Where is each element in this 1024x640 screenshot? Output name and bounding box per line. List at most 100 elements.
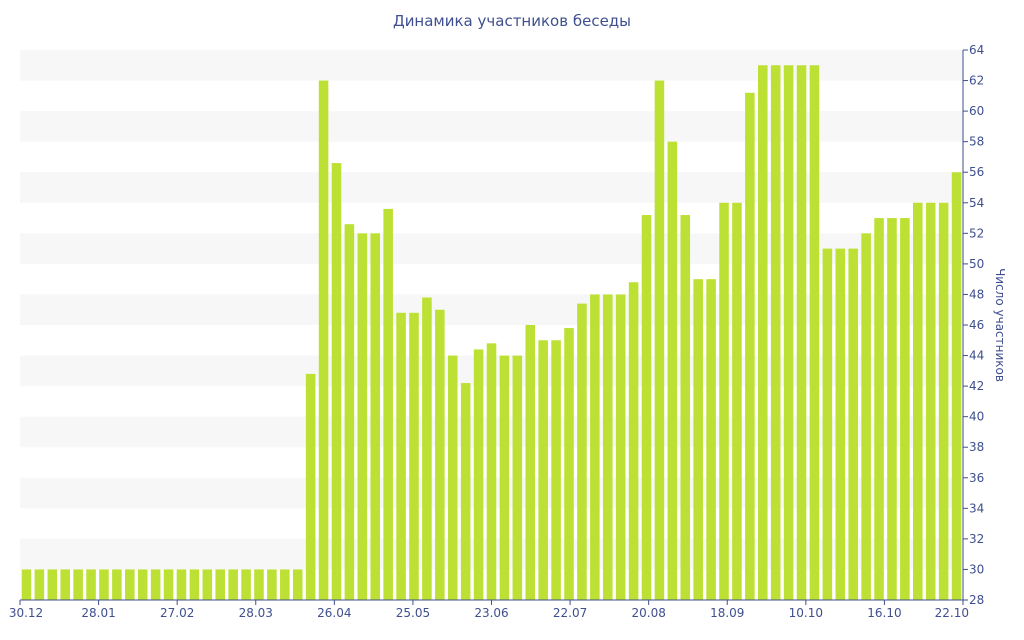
bar	[499, 355, 510, 600]
y-tick-label: 64	[969, 43, 984, 57]
bar	[318, 80, 329, 601]
y-tick-label: 52	[969, 226, 984, 240]
bar	[900, 218, 910, 601]
bar	[163, 569, 174, 600]
bar	[757, 65, 768, 601]
bar	[460, 383, 471, 600]
bar	[874, 218, 884, 601]
x-tick-label: 18.09	[710, 606, 744, 620]
bar	[241, 569, 251, 600]
bar	[202, 569, 213, 600]
y-axis-label: Число участников	[993, 268, 1007, 382]
bar	[719, 202, 729, 600]
bar	[925, 202, 936, 600]
bars	[21, 65, 962, 601]
y-tick-label: 28	[969, 593, 984, 607]
bar	[176, 569, 187, 600]
bar	[538, 340, 548, 600]
bar	[577, 303, 587, 600]
bar	[396, 312, 406, 600]
bar	[150, 569, 161, 600]
y-tick-label: 32	[969, 532, 984, 546]
bar	[615, 294, 626, 600]
grid-band	[20, 233, 963, 264]
bar	[34, 569, 45, 600]
x-tick-label: 10.10	[789, 606, 823, 620]
bar	[86, 569, 96, 600]
y-tick-label: 56	[969, 165, 984, 179]
bar	[525, 325, 536, 600]
bar	[628, 282, 639, 600]
x-tick-label: 16.10	[867, 606, 901, 620]
x-tick-label: 30.12	[9, 606, 43, 620]
bar	[292, 569, 303, 600]
bar	[938, 202, 949, 600]
x-tick-label: 23.06	[474, 606, 508, 620]
y-tick-label: 58	[969, 135, 984, 149]
y-tick-label: 34	[969, 501, 984, 515]
bar	[344, 224, 355, 600]
bar	[125, 569, 135, 600]
bar	[215, 569, 226, 600]
x-tick-label: 28.03	[239, 606, 273, 620]
bar	[47, 569, 58, 600]
x-tick-label: 27.02	[160, 606, 194, 620]
bar	[357, 233, 368, 601]
bar	[822, 248, 833, 600]
bar	[667, 141, 678, 600]
bar	[435, 309, 445, 600]
bar	[654, 80, 665, 601]
bar	[887, 218, 897, 601]
bar	[447, 355, 458, 600]
y-tick-label: 38	[969, 440, 984, 454]
y-tick-label: 40	[969, 410, 984, 424]
y-tick-label: 42	[969, 379, 984, 393]
bar	[99, 569, 109, 600]
bar	[809, 65, 820, 601]
bar	[486, 343, 497, 600]
bar	[783, 65, 794, 601]
bar	[112, 569, 122, 600]
y-tick-label: 30	[969, 562, 984, 576]
bar	[280, 569, 290, 600]
grid-band	[20, 294, 963, 325]
bar	[770, 65, 781, 601]
bar	[861, 233, 871, 601]
bar	[641, 215, 652, 600]
chart-title: Динамика участников беседы	[392, 12, 632, 30]
grid-band	[20, 172, 963, 203]
bar	[383, 208, 393, 600]
x-tick-label: 20.08	[631, 606, 665, 620]
bar	[693, 279, 703, 600]
x-tick-label: 25.05	[396, 606, 430, 620]
x-tick-label: 28.01	[81, 606, 115, 620]
y-tick-label: 60	[969, 104, 984, 118]
bar	[305, 373, 316, 600]
y-tick-label: 48	[969, 287, 984, 301]
bar	[73, 569, 83, 600]
bar	[512, 355, 523, 600]
bar	[913, 202, 923, 600]
bar	[331, 163, 342, 601]
x-axis: 30.12 28.01 27.02 28.03 26.04 25.05 23.06 22.07…	[9, 599, 969, 620]
grid-band	[20, 111, 963, 142]
y-tick-label: 44	[969, 349, 984, 363]
bar	[796, 65, 807, 601]
y-tick-label: 46	[969, 318, 984, 332]
y-axis: 28 30 32 34 36 38 40 42 44 46 48 50 52 54 56 58 60 62 64	[962, 43, 984, 607]
bar	[680, 215, 691, 600]
bar	[951, 172, 962, 600]
y-tick-label: 50	[969, 257, 984, 271]
bar	[590, 294, 600, 600]
x-tick-label: 22.07	[553, 606, 587, 620]
bar	[732, 202, 742, 600]
bar	[137, 569, 148, 600]
bar	[602, 294, 613, 600]
x-tick-label: 22.10	[935, 606, 969, 620]
bar	[254, 569, 264, 600]
bar	[551, 340, 561, 600]
bar	[267, 569, 277, 600]
bar	[745, 92, 755, 601]
bar	[21, 569, 32, 600]
